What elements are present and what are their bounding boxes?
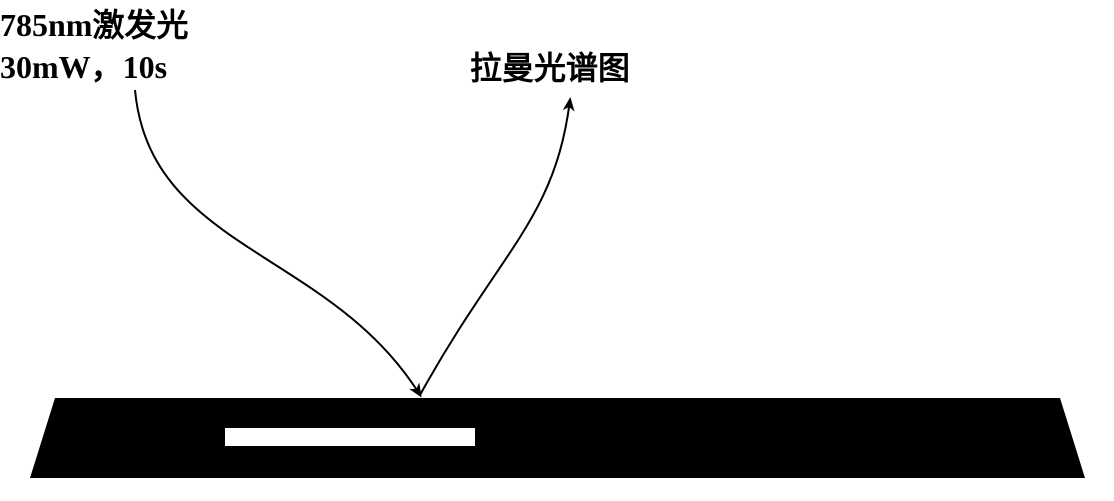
sample-strip: [225, 428, 475, 446]
incident-arrow: [135, 90, 420, 395]
stage-block: [30, 398, 1085, 478]
scattered-arrow: [420, 100, 570, 395]
excitation-line1: 785nm激发光: [0, 5, 188, 47]
excitation-line2: 30mW，10s: [0, 47, 188, 89]
stage-polygon: [30, 398, 1085, 478]
excitation-label: 785nm激发光 30mW，10s: [0, 5, 188, 88]
output-text: 拉曼光谱图: [470, 50, 630, 86]
output-label: 拉曼光谱图: [470, 48, 630, 90]
